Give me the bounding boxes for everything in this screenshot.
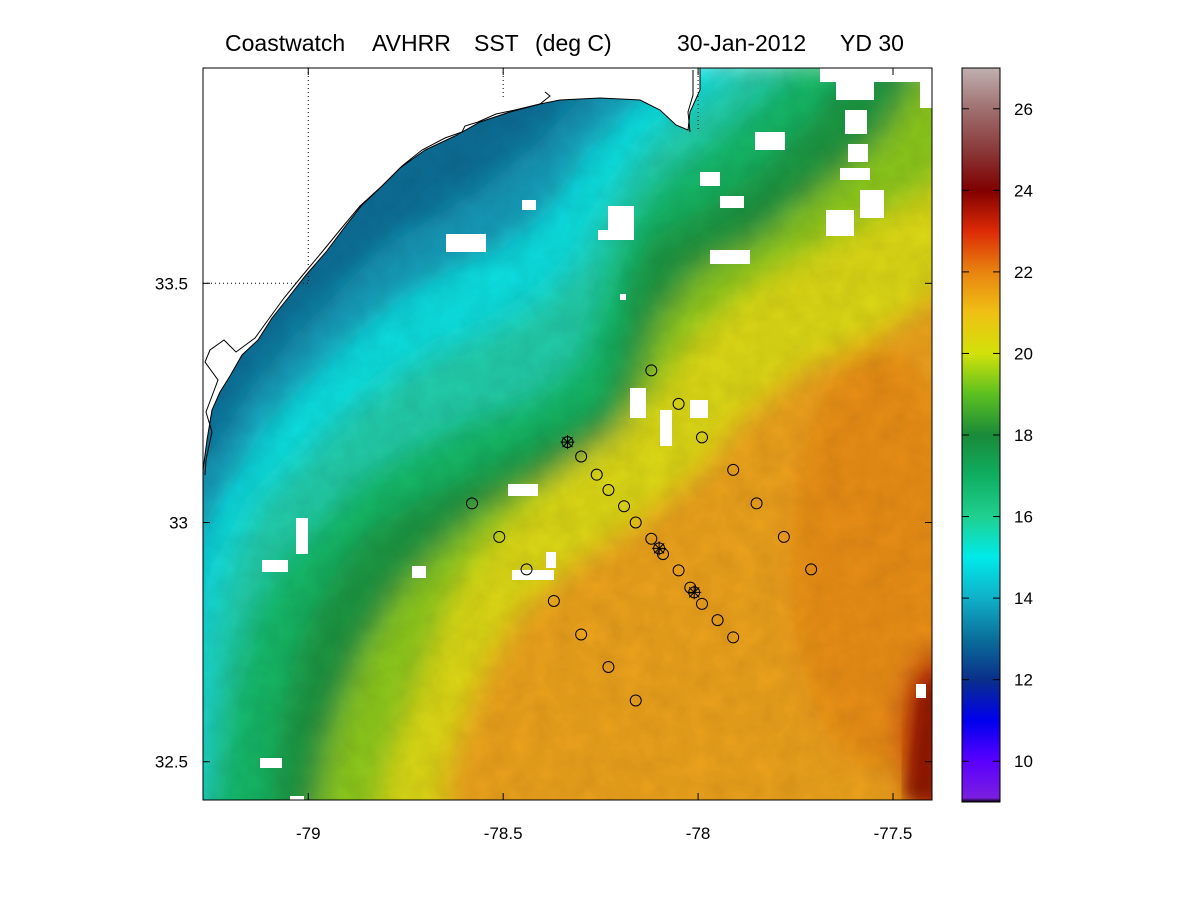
x-tick-labels: -79 -78.5 -78 -77.5 [296, 824, 912, 843]
y-tick-labels: 32.5 33 33.5 [155, 274, 188, 771]
colorbar-tick-label: 22 [1014, 263, 1033, 282]
station-marker-circle [520, 563, 533, 576]
colorbar-tick-label: 12 [1014, 671, 1033, 690]
station-marker-circle [657, 548, 670, 561]
title-variable: SST [474, 30, 519, 56]
station-marker-circle [711, 614, 724, 627]
colorbar-tick-label: 14 [1014, 589, 1033, 608]
station-marker-circle [672, 564, 685, 577]
station-markers [465, 364, 818, 707]
station-marker-circle [629, 516, 642, 529]
coastline [204, 70, 694, 476]
station-marker-circle [602, 660, 615, 673]
map-axis-ticks [203, 68, 932, 800]
title-units: (deg C) [535, 30, 612, 56]
y-tick-label: 33 [169, 514, 188, 533]
station-marker-circle [575, 628, 588, 641]
title-date: 30-Jan-2012 [677, 30, 806, 56]
figure-title: Coastwatch AVHRR SST (deg C) 30-Jan-2012… [225, 30, 904, 56]
station-marker-circle [695, 431, 708, 444]
x-tick-label: -78 [686, 824, 711, 843]
x-tick-label: -78.5 [484, 824, 523, 843]
colorbar-ticks: 10 12 14 16 18 20 22 24 26 [962, 100, 1033, 771]
station-marker-circle [777, 530, 790, 543]
station-marker-circle [727, 463, 740, 476]
title-yearday: YD 30 [840, 30, 904, 56]
station-marker-circle [805, 563, 818, 576]
sst-map [203, 68, 932, 800]
grid-lines [203, 68, 699, 284]
colorbar-tick-label: 26 [1014, 100, 1033, 119]
station-marker-circle [618, 500, 631, 513]
station-marker-asterisk [560, 435, 575, 450]
colorbar-tick-label: 10 [1014, 752, 1033, 771]
station-marker-circle [493, 530, 506, 543]
station-marker-circle [602, 483, 615, 496]
station-marker-circle [465, 497, 478, 510]
colorbar-tick-label: 24 [1014, 181, 1033, 200]
y-tick-label: 33.5 [155, 274, 188, 293]
station-marker-circle [645, 532, 658, 545]
station-marker-circle [750, 497, 763, 510]
title-source: Coastwatch [225, 30, 345, 56]
y-tick-label: 32.5 [155, 753, 188, 772]
station-marker-circle [629, 694, 642, 707]
station-marker-asterisk [687, 585, 702, 600]
x-tick-label: -77.5 [874, 824, 913, 843]
colorbar-tick-label: 18 [1014, 426, 1033, 445]
station-marker-circle [645, 364, 658, 377]
station-marker-circle [590, 468, 603, 481]
cloud-mask [260, 68, 932, 800]
station-marker-circle [695, 597, 708, 610]
x-tick-label: -79 [296, 824, 321, 843]
title-sensor: AVHRR [372, 30, 451, 56]
map-frame [202, 67, 933, 801]
colorbar: 10 12 14 16 18 20 22 24 26 [961, 67, 1033, 803]
colorbar-tick-label: 20 [1014, 344, 1033, 363]
station-marker-circle [672, 397, 685, 410]
station-marker-circle [575, 450, 588, 463]
station-marker-circle [547, 594, 560, 607]
colorbar-tick-label: 16 [1014, 508, 1033, 527]
station-marker-circle [727, 631, 740, 644]
